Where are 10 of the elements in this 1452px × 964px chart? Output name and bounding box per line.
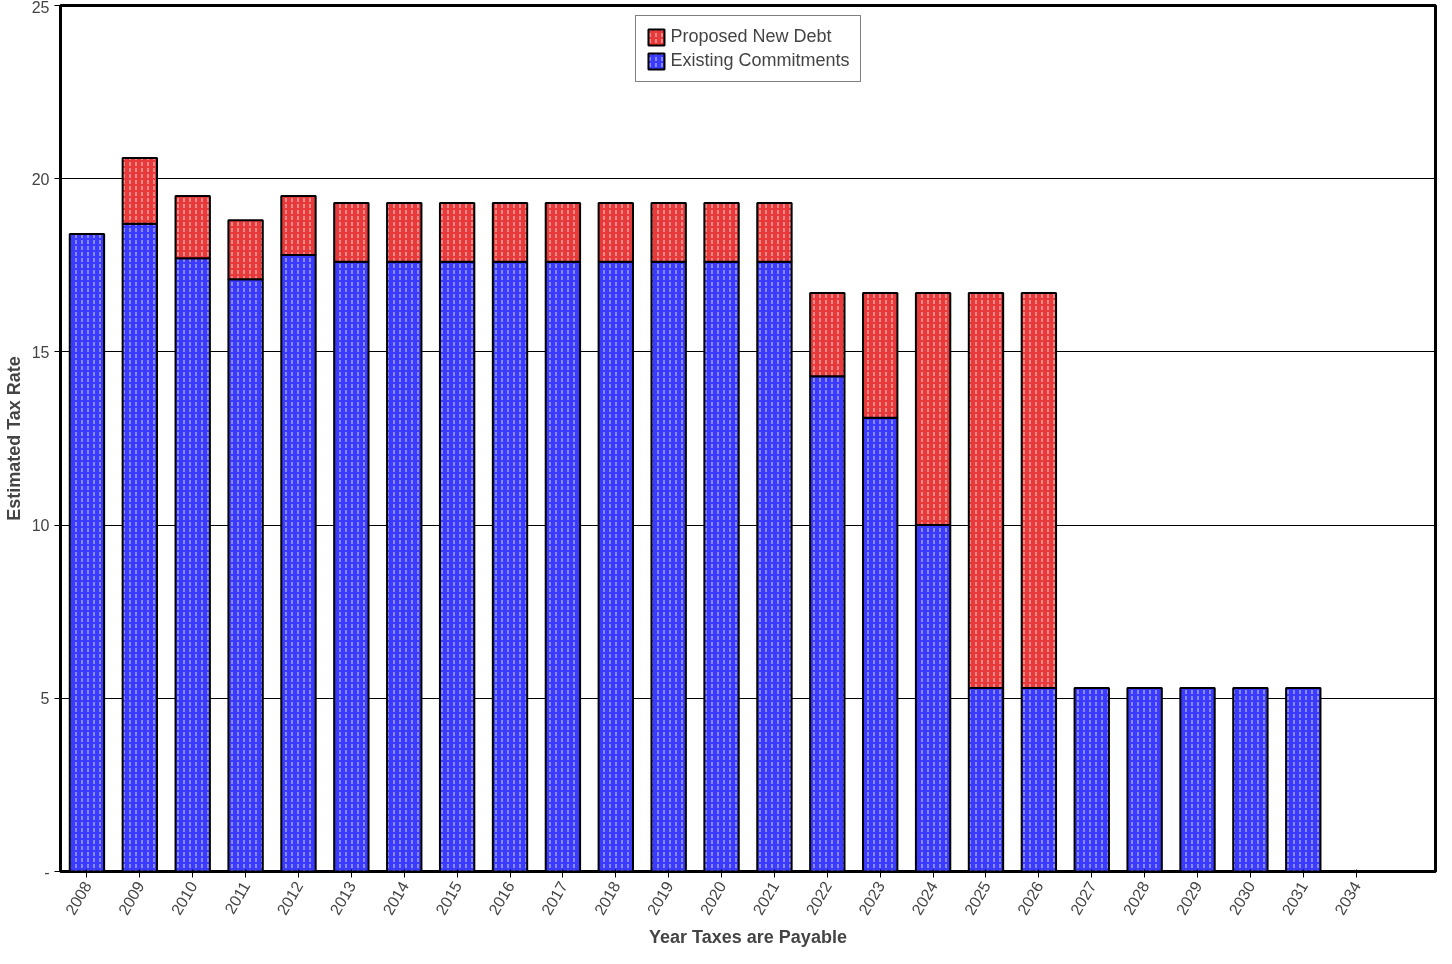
y-tick-label: 25: [31, 0, 50, 16]
y-tick-label: 10: [31, 517, 50, 535]
legend-label: Existing Commitments: [670, 50, 850, 71]
y-tick-label: 20: [31, 170, 50, 188]
y-tick-label: -: [44, 863, 50, 881]
y-tick-label: 15: [31, 343, 50, 361]
x-axis-title: Year Taxes are Payable: [649, 927, 847, 948]
y-axis-title: Estimated Tax Rate: [3, 356, 24, 521]
legend-label: Proposed New Debt: [670, 26, 832, 47]
y-tick-label: 5: [40, 690, 50, 708]
